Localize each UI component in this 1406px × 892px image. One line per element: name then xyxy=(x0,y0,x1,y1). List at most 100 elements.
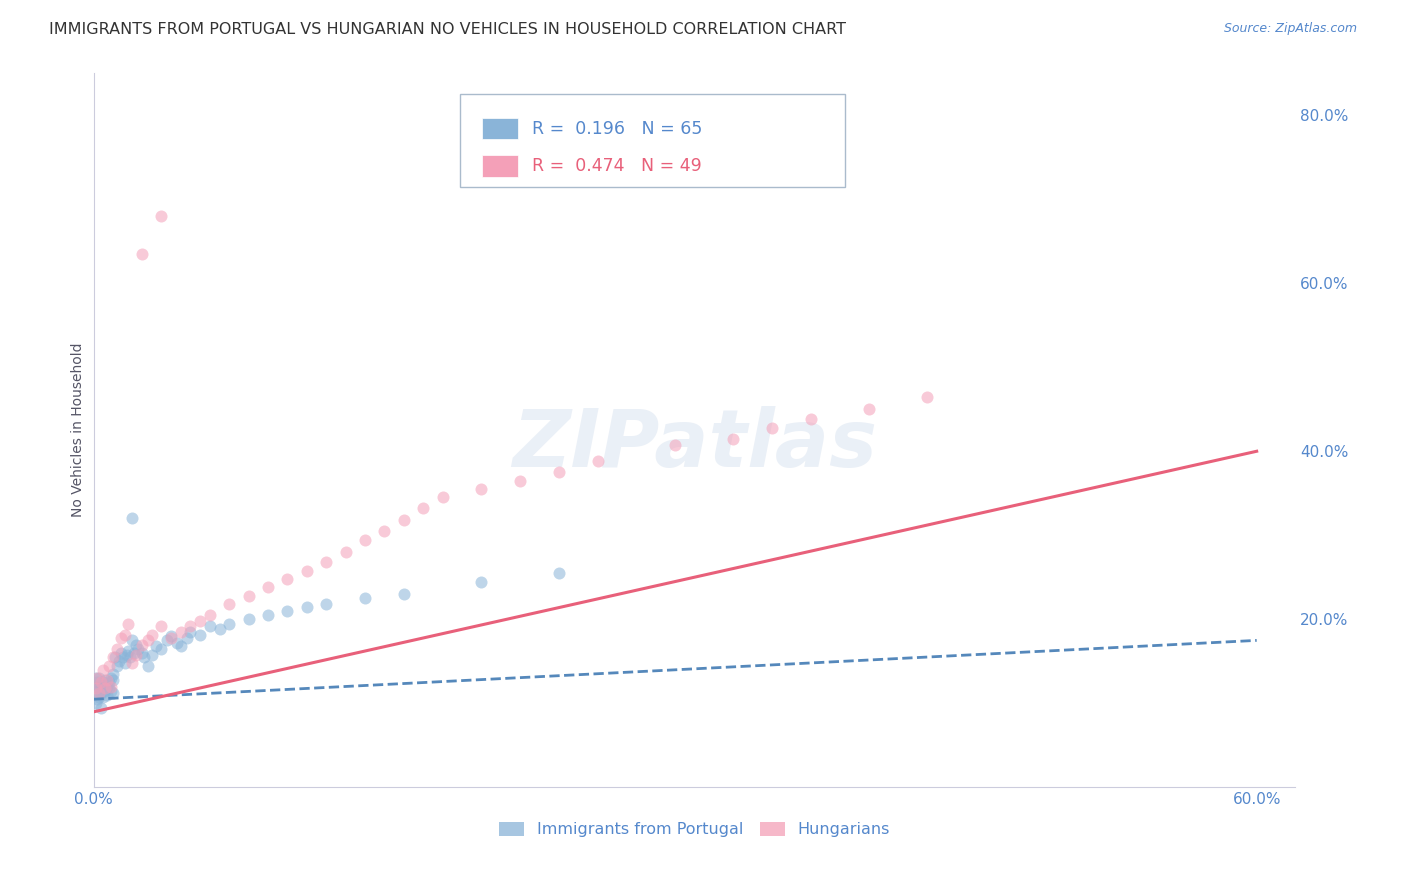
Point xyxy=(86,671,108,685)
Point xyxy=(114,627,136,641)
Point xyxy=(94,673,117,687)
Point xyxy=(295,564,318,578)
Point xyxy=(315,555,337,569)
Point xyxy=(120,650,142,665)
Text: R =  0.474   N = 49: R = 0.474 N = 49 xyxy=(533,157,702,175)
Point xyxy=(100,680,122,694)
Point xyxy=(141,648,163,662)
Point xyxy=(91,690,114,704)
Point xyxy=(170,640,193,654)
Point xyxy=(117,644,139,658)
Point xyxy=(84,697,107,711)
Point xyxy=(198,608,221,623)
Point xyxy=(94,683,117,698)
Point xyxy=(156,633,179,648)
Point xyxy=(257,581,280,595)
Point xyxy=(91,663,114,677)
Point xyxy=(179,624,201,639)
Legend: Immigrants from Portugal, Hungarians: Immigrants from Portugal, Hungarians xyxy=(492,815,897,844)
Point xyxy=(86,675,108,690)
Point xyxy=(98,681,121,696)
Point xyxy=(121,633,143,648)
Point xyxy=(412,501,434,516)
Point xyxy=(188,614,211,628)
Point xyxy=(188,627,211,641)
Point xyxy=(96,673,118,687)
Point xyxy=(121,511,143,525)
Point xyxy=(90,678,112,692)
Point xyxy=(89,690,111,704)
Point xyxy=(276,604,298,618)
Point xyxy=(90,675,112,690)
Point xyxy=(101,667,124,681)
Point xyxy=(105,658,128,673)
Point xyxy=(110,631,132,645)
Point xyxy=(90,686,112,700)
Point xyxy=(392,513,415,527)
Point xyxy=(238,589,260,603)
Point xyxy=(111,650,134,665)
Point xyxy=(117,616,139,631)
Point xyxy=(107,654,129,668)
Point xyxy=(100,671,122,685)
Point xyxy=(858,402,880,417)
FancyBboxPatch shape xyxy=(460,95,845,187)
Text: Source: ZipAtlas.com: Source: ZipAtlas.com xyxy=(1223,22,1357,36)
Point xyxy=(218,616,240,631)
Point xyxy=(110,646,132,660)
Point xyxy=(127,641,149,656)
Point xyxy=(132,650,155,665)
Point xyxy=(276,572,298,586)
Point xyxy=(664,437,686,451)
Point xyxy=(104,650,127,665)
Point xyxy=(800,412,823,426)
Point xyxy=(115,648,138,662)
Point xyxy=(131,646,153,660)
Point xyxy=(315,597,337,611)
Point xyxy=(218,597,240,611)
Point xyxy=(101,673,124,687)
Point xyxy=(586,454,609,468)
Point xyxy=(547,465,569,479)
Point xyxy=(121,656,143,670)
Point xyxy=(114,656,136,670)
Point xyxy=(94,681,117,696)
FancyBboxPatch shape xyxy=(482,155,517,177)
Point xyxy=(761,420,783,434)
FancyBboxPatch shape xyxy=(482,118,517,139)
Point xyxy=(89,681,111,696)
Point xyxy=(91,681,114,696)
Point xyxy=(160,631,183,645)
Point xyxy=(547,566,569,581)
Point xyxy=(915,390,938,404)
Point xyxy=(90,700,112,714)
Text: R =  0.196   N = 65: R = 0.196 N = 65 xyxy=(533,120,703,137)
Text: IMMIGRANTS FROM PORTUGAL VS HUNGARIAN NO VEHICLES IN HOUSEHOLD CORRELATION CHART: IMMIGRANTS FROM PORTUGAL VS HUNGARIAN NO… xyxy=(49,22,846,37)
Point xyxy=(257,608,280,623)
Point xyxy=(150,619,173,633)
Point xyxy=(723,432,745,446)
Point xyxy=(89,671,111,685)
Point xyxy=(392,587,415,601)
Point xyxy=(96,680,118,694)
Point xyxy=(89,686,111,700)
Point xyxy=(101,686,124,700)
Point xyxy=(86,692,108,706)
Point xyxy=(84,680,107,694)
Point xyxy=(105,641,128,656)
Point xyxy=(136,658,159,673)
Point xyxy=(170,624,193,639)
Point xyxy=(373,524,395,538)
Point xyxy=(96,688,118,702)
Point xyxy=(176,631,198,645)
Point xyxy=(98,658,121,673)
Y-axis label: No Vehicles in Household: No Vehicles in Household xyxy=(72,343,86,517)
Point xyxy=(84,681,107,696)
Point xyxy=(335,545,357,559)
Point xyxy=(208,623,231,637)
Point xyxy=(354,533,377,547)
Point xyxy=(470,574,492,589)
Point xyxy=(160,629,183,643)
Point xyxy=(84,671,107,685)
Point xyxy=(150,641,173,656)
